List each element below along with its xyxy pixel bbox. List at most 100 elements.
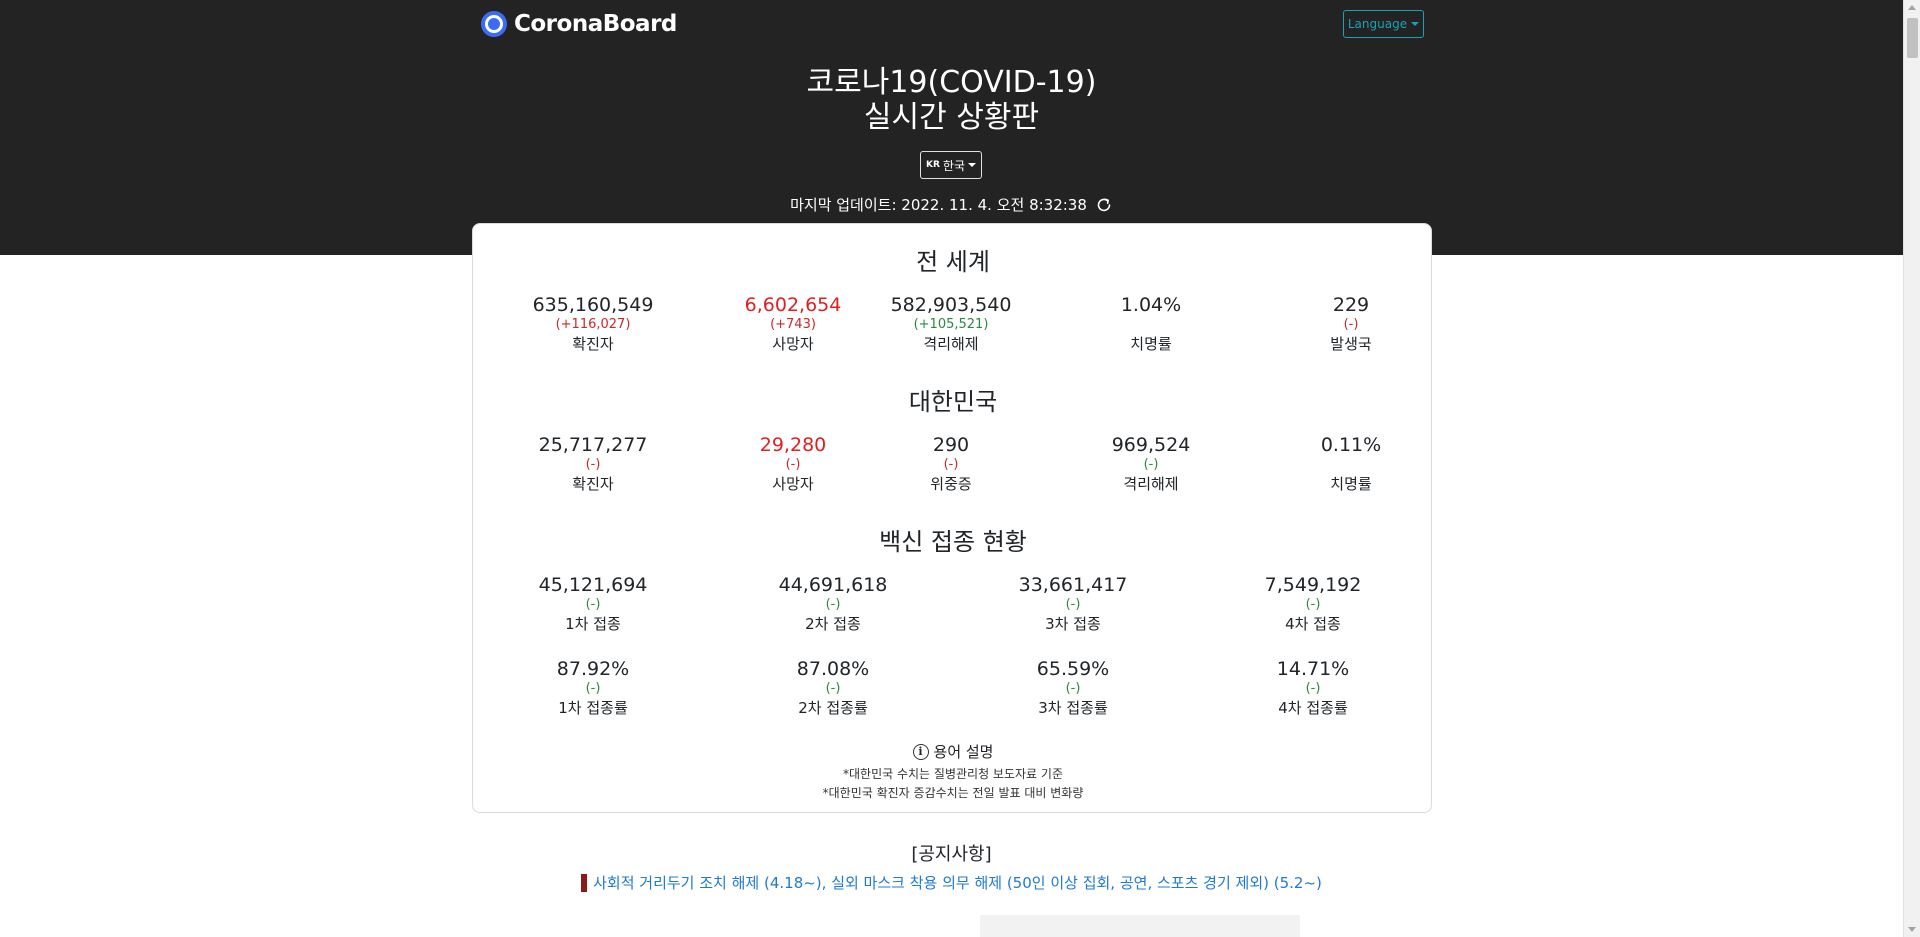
refresh-icon[interactable] — [1095, 196, 1113, 214]
language-button-label: Language — [1347, 17, 1408, 31]
glossary-note: *대한민국 확진자 증감수치는 전일 발표 대비 변화량 — [822, 786, 1084, 800]
vaccine-dose3-rate: 65.59% (-) 3차 접종률 — [1037, 658, 1109, 718]
vaccine-section-title: 백신 접종 현황 — [879, 528, 1027, 556]
vaccine-dose2-count: 44,691,618 (-) 2차 접종 — [779, 574, 888, 634]
last-update-text: 마지막 업데이트: 2022. 11. 4. 오전 8:32:38 — [790, 196, 1087, 214]
stat-label: 격리해제 — [923, 335, 979, 353]
stat-label: 사망자 — [772, 335, 814, 353]
notice-link[interactable]: 사회적 거리두기 조치 해제 (4.18~), 실외 마스크 착용 의무 해제 … — [0, 872, 1903, 893]
language-dropdown-button[interactable]: Language — [1343, 10, 1424, 38]
page-title-line1: 코로나19(COVID-19) — [806, 65, 1097, 100]
stat-label: 3차 접종 — [1045, 615, 1101, 633]
korea-fatality-rate: 0.11% 치명률 — [1321, 434, 1381, 494]
scroll-up-icon[interactable] — [1908, 5, 1916, 10]
stat-label: 확진자 — [572, 475, 614, 493]
scroll-down-icon[interactable] — [1908, 927, 1916, 932]
stat-delta: (-) — [1305, 597, 1321, 612]
korea-deaths: 29,280 (-) 사망자 — [760, 434, 826, 494]
stat-delta — [1321, 457, 1381, 473]
page-title-line2: 실시간 상황판 — [863, 100, 1040, 135]
scrollbar-thumb[interactable] — [1907, 18, 1918, 58]
brand-name: CoronaBoard — [514, 11, 677, 37]
stat-value: 1.04% — [1120, 294, 1182, 316]
country-select-label: 한국 — [942, 158, 965, 173]
world-deaths: 6,602,654 (+743) 사망자 — [745, 294, 842, 354]
stat-value: 33,661,417 — [1018, 574, 1128, 596]
stat-label: 1차 접종률 — [558, 699, 628, 717]
vaccine-dose4-count: 7,549,192 (-) 4차 접종 — [1265, 574, 1362, 634]
stat-label: 3차 접종률 — [1038, 699, 1108, 717]
stat-delta: (-) — [1065, 597, 1081, 612]
stat-label: 발생국 — [1330, 335, 1372, 353]
stat-value: 45,121,694 — [538, 574, 648, 596]
stat-delta: (+105,521) — [913, 317, 989, 332]
stat-delta: (-) — [1343, 317, 1359, 332]
stat-label: 사망자 — [772, 475, 814, 493]
stat-delta: (-) — [585, 681, 601, 696]
stat-value: 6,602,654 — [744, 294, 842, 316]
stat-label: 2차 접종 — [805, 615, 861, 633]
stat-delta: (+743) — [770, 317, 816, 332]
stat-delta: (-) — [825, 597, 841, 612]
korea-section-title: 대한민국 — [908, 388, 998, 416]
stat-delta: (-) — [585, 597, 601, 612]
stat-value: 65.59% — [1036, 658, 1110, 680]
notice-link-text[interactable]: 사회적 거리두기 조치 해제 (4.18~), 실외 마스크 착용 의무 해제 … — [593, 874, 1322, 892]
stat-label: 치명률 — [1130, 335, 1172, 353]
glossary-label: 용어 설명 — [933, 743, 994, 761]
stat-value: 7,549,192 — [1264, 574, 1362, 596]
korea-recovered: 969,524 (-) 격리해제 — [1112, 434, 1191, 494]
stat-delta — [1121, 317, 1181, 333]
header-background — [0, 0, 1903, 255]
stat-delta: (-) — [785, 457, 801, 472]
glossary-note: *대한민국 수치는 질병관리청 보도자료 기준 — [843, 767, 1063, 781]
stat-delta: (-) — [825, 681, 841, 696]
stat-delta: (-) — [1305, 681, 1321, 696]
stat-delta: (+116,027) — [555, 317, 631, 332]
vaccine-dose3-count: 33,661,417 (-) 3차 접종 — [1019, 574, 1128, 634]
country-select-button[interactable]: KR 한국 — [920, 151, 982, 179]
stat-value: 87.92% — [556, 658, 630, 680]
ad-placeholder — [980, 915, 1300, 937]
stat-delta: (-) — [943, 457, 959, 472]
stat-value: 44,691,618 — [778, 574, 888, 596]
stat-value: 87.08% — [796, 658, 870, 680]
stat-label: 4차 접종률 — [1278, 699, 1348, 717]
world-countries: 229 (-) 발생국 — [1330, 294, 1371, 354]
stats-card: 전 세계 635,160,549 (+116,027) 확진자 6,602,65… — [472, 223, 1432, 813]
page-scrollbar[interactable] — [1903, 0, 1920, 937]
world-recovered: 582,903,540 (+105,521) 격리해제 — [891, 294, 1012, 354]
last-update: 마지막 업데이트: 2022. 11. 4. 오전 8:32:38 — [0, 194, 1903, 215]
stat-value: 14.71% — [1276, 658, 1350, 680]
coronaboard-logo-icon — [481, 11, 507, 37]
world-section-title: 전 세계 — [916, 248, 990, 276]
stat-value: 0.11% — [1320, 434, 1382, 456]
stat-label: 2차 접종률 — [798, 699, 868, 717]
stat-label: 위중증 — [930, 475, 972, 493]
stat-value: 582,903,540 — [890, 294, 1012, 316]
stat-delta: (-) — [585, 457, 601, 472]
stat-value: 229 — [1332, 294, 1370, 316]
glossary-toggle[interactable]: i 용어 설명 — [473, 741, 1433, 762]
notice-title: [공지사항] — [911, 844, 992, 865]
stat-value: 25,717,277 — [538, 434, 648, 456]
stat-delta: (-) — [1065, 681, 1081, 696]
stat-value: 29,280 — [759, 434, 827, 456]
stat-label: 확진자 — [572, 335, 614, 353]
stat-delta: (-) — [1143, 457, 1159, 472]
korea-critical: 290 (-) 위중증 — [930, 434, 971, 494]
world-fatality-rate: 1.04% 치명률 — [1121, 294, 1181, 354]
info-icon: i — [912, 743, 929, 760]
stat-label: 1차 접종 — [565, 615, 621, 633]
world-confirmed: 635,160,549 (+116,027) 확진자 — [533, 294, 654, 354]
notice-marker-icon — [581, 873, 588, 892]
caret-down-icon — [1411, 22, 1420, 26]
brand-logo[interactable]: CoronaBoard — [480, 9, 677, 39]
stat-label: 4차 접종 — [1285, 615, 1341, 633]
stat-value: 969,524 — [1111, 434, 1191, 456]
kr-flag-icon: KR — [926, 160, 940, 170]
stat-label: 치명률 — [1330, 475, 1372, 493]
vaccine-dose1-count: 45,121,694 (-) 1차 접종 — [539, 574, 648, 634]
stat-value: 635,160,549 — [532, 294, 654, 316]
stat-label: 격리해제 — [1123, 475, 1179, 493]
